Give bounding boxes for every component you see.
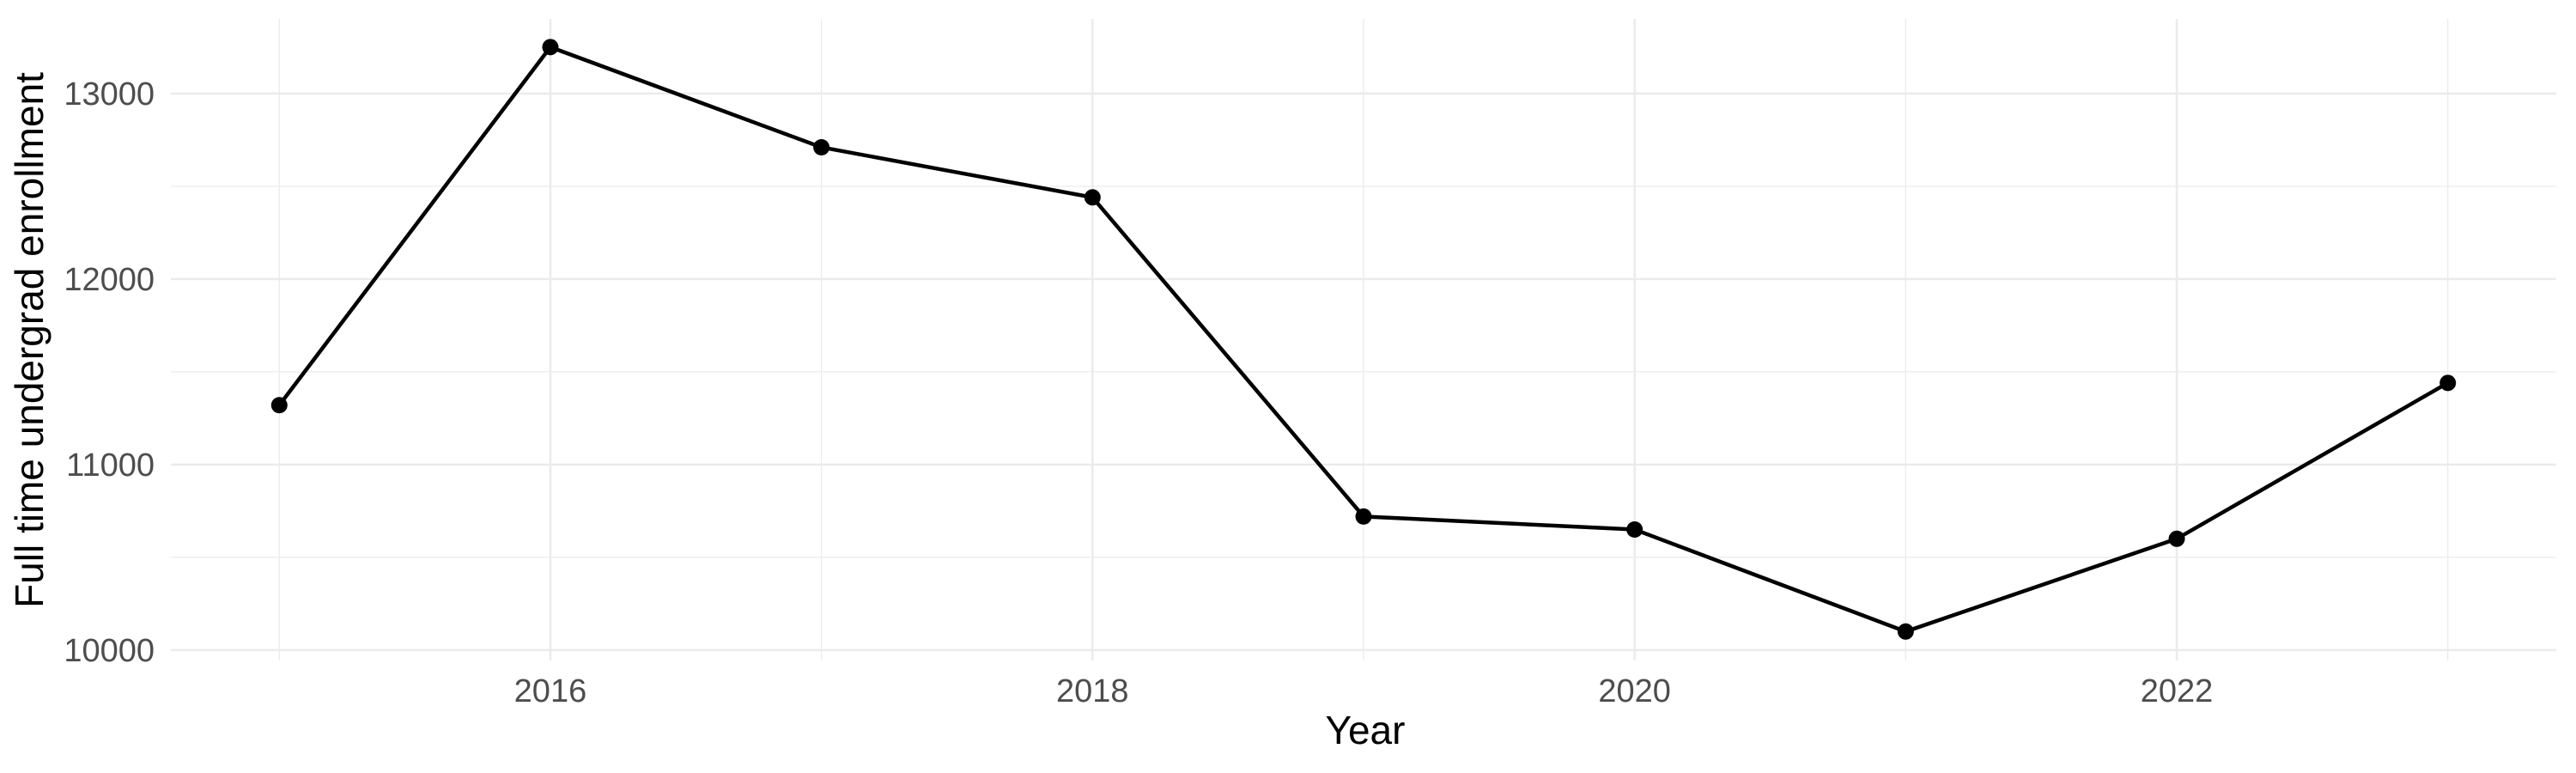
gridlines-major (171, 19, 2556, 660)
data-point (2168, 530, 2185, 547)
x-axis-tick-labels: 2016 2018 2020 2022 (514, 673, 2214, 709)
data-point (270, 397, 288, 414)
x-tick-label: 2016 (514, 673, 587, 709)
y-tick-label: 10000 (64, 633, 155, 669)
y-axis-tick-labels: 10000 11000 12000 13000 (64, 76, 155, 669)
data-point (542, 39, 559, 56)
data-point (1626, 520, 1643, 538)
data-point (1897, 623, 1914, 640)
y-tick-label: 13000 (64, 76, 155, 113)
data-point (1355, 508, 1372, 525)
y-axis-title: Full time undergrad enrollment (7, 72, 52, 608)
y-tick-label: 12000 (64, 262, 155, 298)
line-series (270, 39, 2457, 640)
data-point (813, 138, 830, 155)
x-tick-label: 2018 (1056, 673, 1129, 709)
data-point (2439, 374, 2457, 392)
x-axis-title: Year (1326, 708, 1406, 752)
x-tick-label: 2022 (2141, 673, 2214, 709)
x-tick-label: 2020 (1598, 673, 1671, 709)
y-tick-label: 11000 (66, 447, 155, 484)
gridlines-minor (171, 19, 2556, 660)
data-point (1084, 189, 1101, 206)
